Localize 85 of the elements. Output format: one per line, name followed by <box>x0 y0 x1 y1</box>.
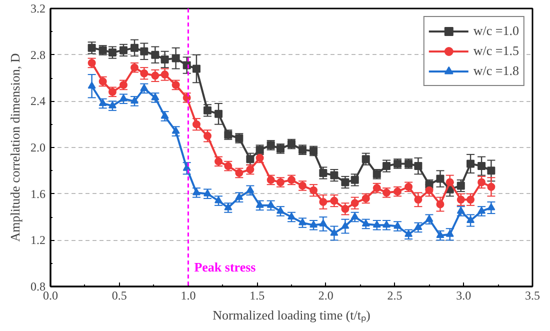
point <box>160 112 169 119</box>
y-tick-label: 1.2 <box>30 233 46 248</box>
x-tick-label: 2.5 <box>387 288 402 302</box>
point <box>214 196 223 204</box>
point <box>192 120 200 128</box>
point <box>88 82 96 89</box>
point <box>341 178 350 186</box>
point <box>414 196 422 204</box>
point <box>246 186 254 193</box>
point <box>182 164 191 171</box>
point <box>172 54 180 62</box>
point <box>151 50 160 59</box>
x-tick-label: 1.0 <box>180 288 196 302</box>
point <box>160 55 169 64</box>
point <box>140 47 148 56</box>
point <box>487 203 496 210</box>
point <box>266 200 275 208</box>
point <box>310 220 318 228</box>
point <box>319 168 328 177</box>
x-tick-label: 2.0 <box>318 288 334 302</box>
point <box>130 96 139 104</box>
point <box>172 126 180 134</box>
point <box>140 84 148 91</box>
ref-line-label: Peak stress <box>194 260 256 274</box>
point <box>362 155 370 164</box>
point <box>119 46 128 54</box>
point <box>235 192 244 200</box>
point <box>394 222 402 229</box>
legend-label: w/c =1.5 <box>473 43 519 59</box>
point <box>276 206 284 214</box>
point <box>446 178 454 186</box>
point <box>319 219 328 226</box>
point <box>436 200 444 208</box>
point <box>466 160 475 168</box>
y-tick-label: 2.0 <box>30 140 46 154</box>
point <box>256 200 264 208</box>
legend-label: w/c =1.8 <box>473 63 519 79</box>
point <box>319 198 328 206</box>
x-tick-label: 3.0 <box>456 288 472 302</box>
point <box>192 188 200 196</box>
point <box>192 64 200 73</box>
point <box>119 94 128 102</box>
point <box>203 189 212 196</box>
point <box>414 162 422 170</box>
point <box>341 222 350 229</box>
point <box>330 196 338 205</box>
y-tick-label: 0.8 <box>30 280 46 294</box>
y-tick-label: 3.2 <box>30 2 46 16</box>
point <box>310 186 318 194</box>
point <box>151 93 160 100</box>
point <box>456 182 465 190</box>
point <box>203 106 212 114</box>
point <box>478 162 486 170</box>
point <box>436 174 444 183</box>
x-tick-label: 3.5 <box>525 288 540 302</box>
point <box>350 199 359 208</box>
x-tick-label: 1.5 <box>250 288 265 302</box>
point <box>425 214 434 222</box>
x-tick-label: 0.0 <box>43 288 58 302</box>
point <box>203 132 212 140</box>
point <box>330 228 338 236</box>
point <box>487 166 496 175</box>
point <box>88 44 96 52</box>
x-axis-title: Normalized loading time (t/tₚ) <box>212 308 370 324</box>
point <box>487 182 496 191</box>
legend-label: w/c =1.0 <box>473 23 519 39</box>
point <box>130 44 139 52</box>
point <box>330 171 338 180</box>
point <box>341 204 350 213</box>
point <box>414 222 422 230</box>
y-tick-label: 2.4 <box>30 94 46 108</box>
point <box>350 212 359 220</box>
point <box>478 206 486 214</box>
point <box>425 186 434 194</box>
point <box>362 219 370 226</box>
x-tick-label: 0.5 <box>112 288 127 302</box>
point <box>298 218 307 226</box>
point <box>108 48 116 57</box>
point <box>478 178 486 186</box>
y-tick-label: 2.8 <box>30 48 46 62</box>
point <box>140 69 148 78</box>
y-tick-label: 1.6 <box>30 186 46 201</box>
point <box>214 110 223 118</box>
y-axis-title: Amplitude correlation dimension, D <box>8 53 22 242</box>
point <box>288 212 296 220</box>
